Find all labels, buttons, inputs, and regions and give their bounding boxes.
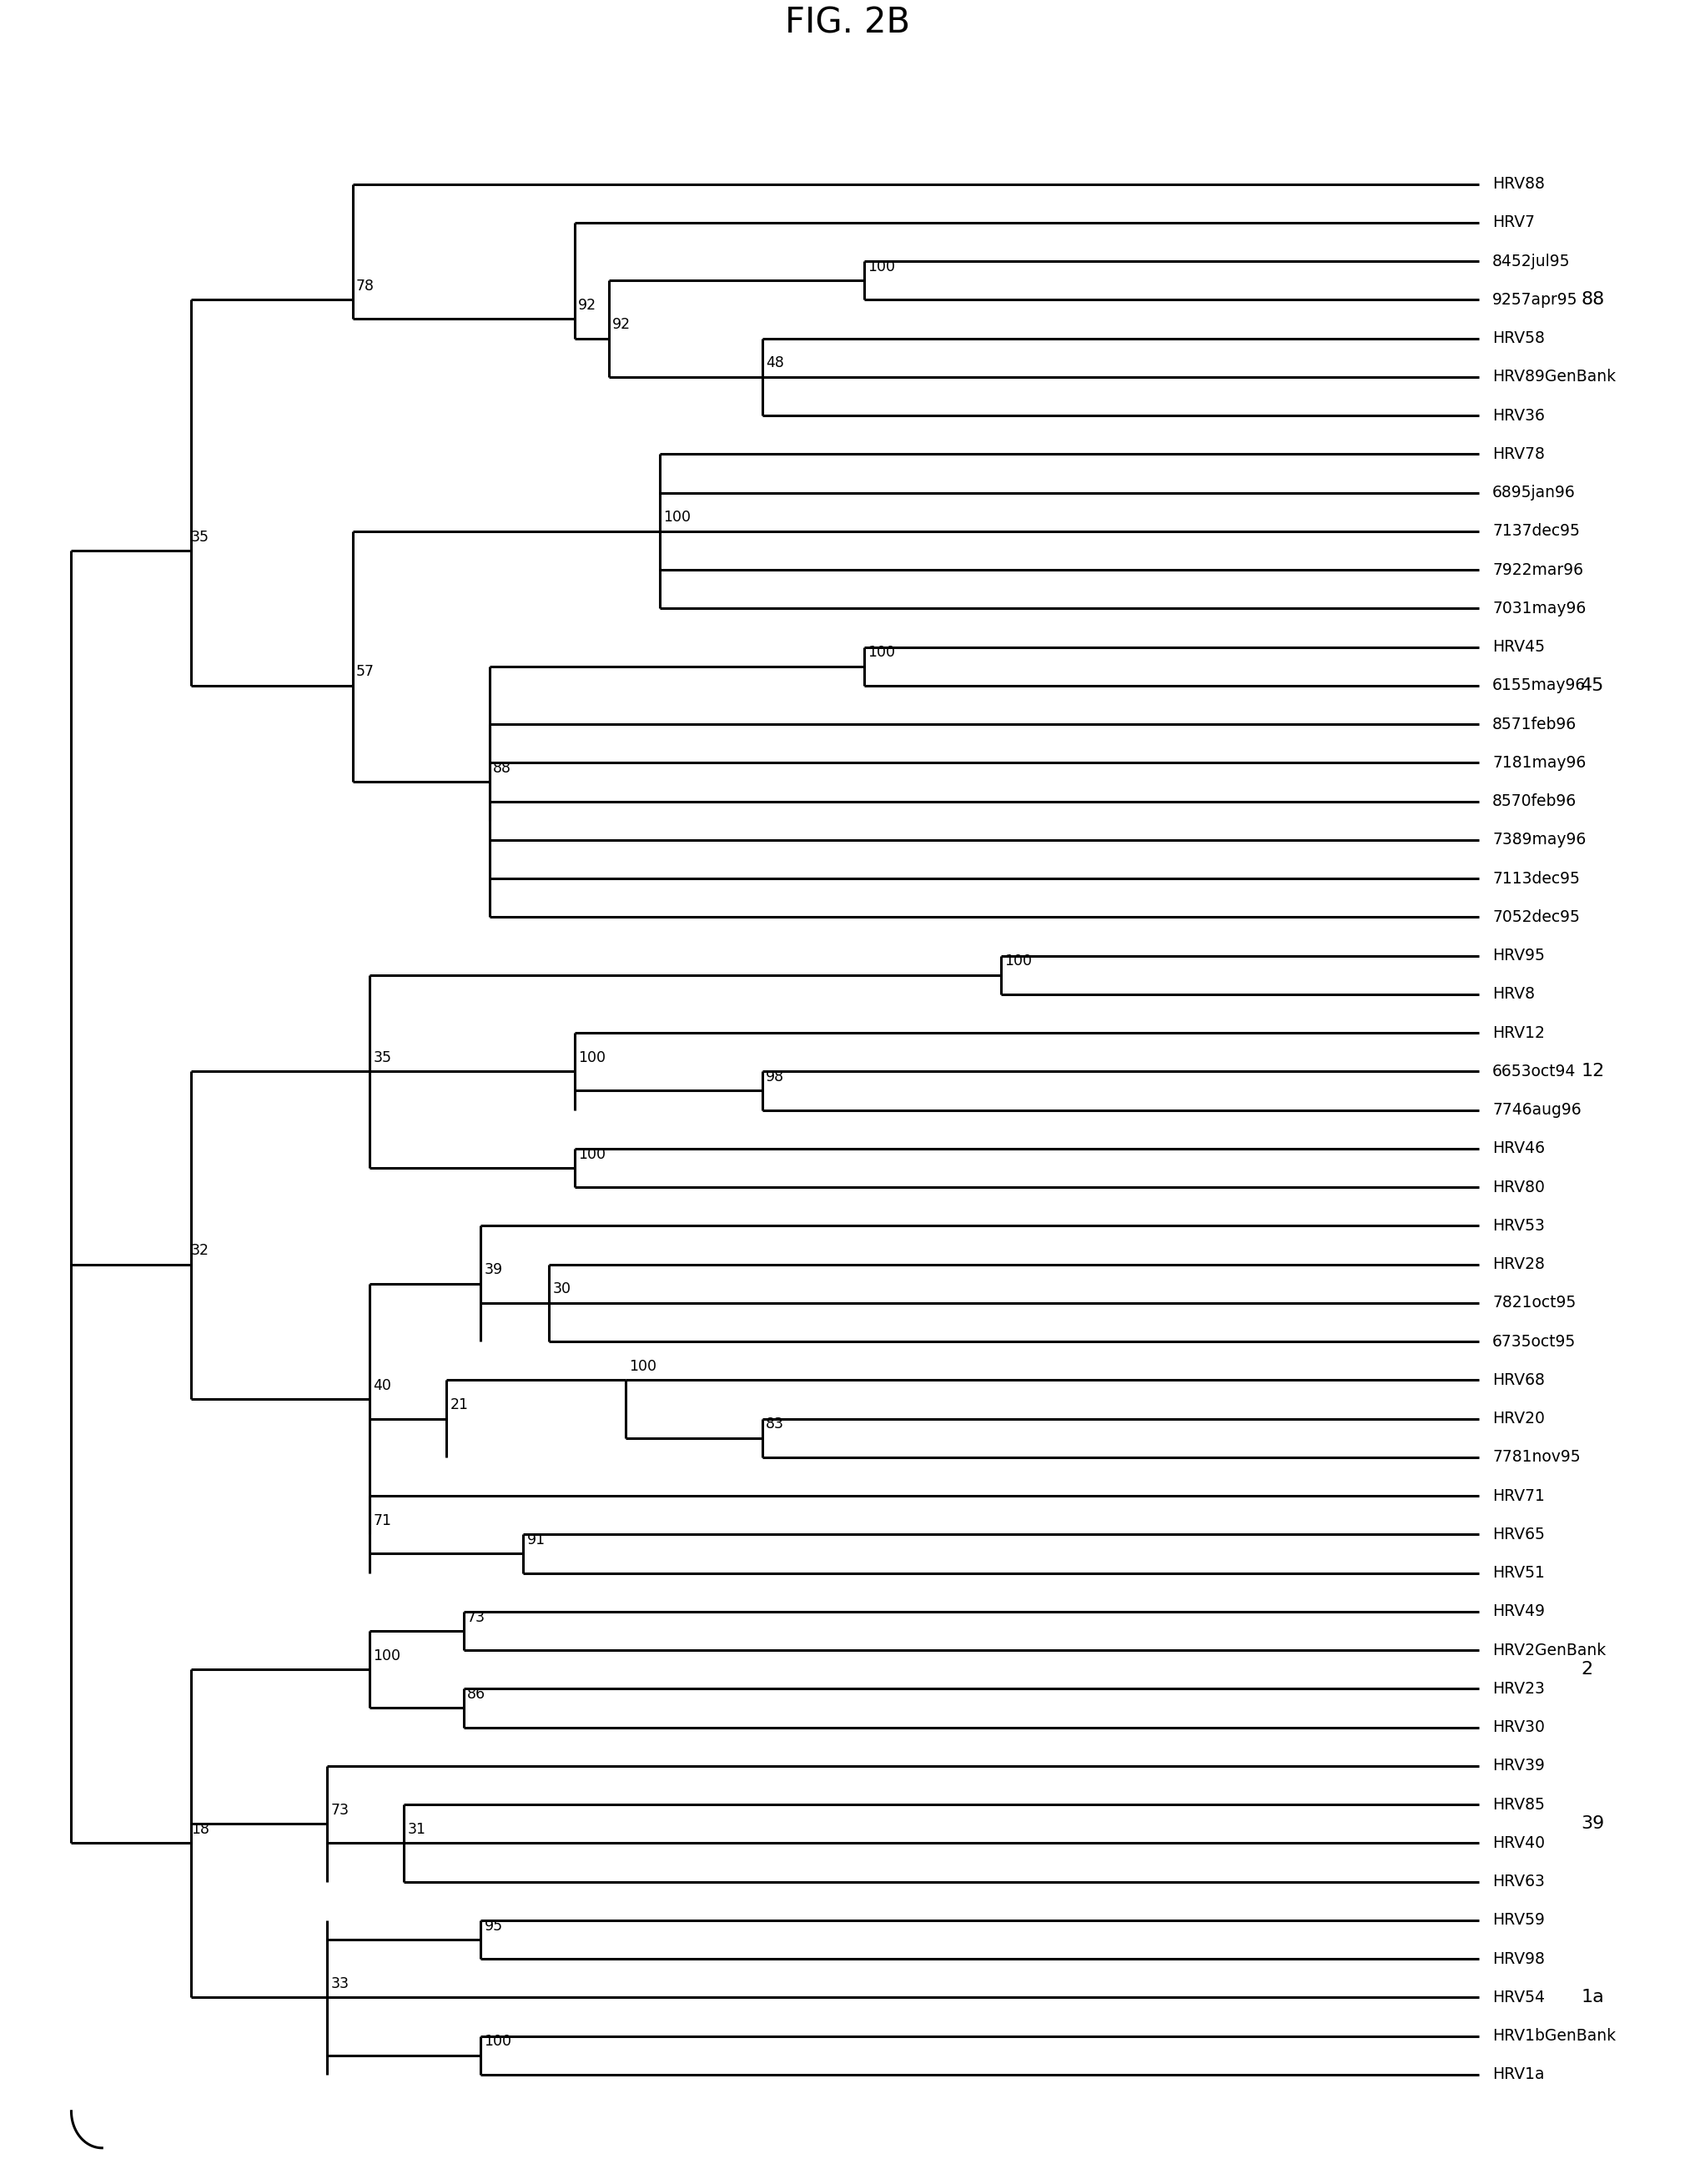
Text: 100: 100	[485, 2033, 512, 2049]
Text: 91: 91	[527, 1533, 546, 1548]
Text: 100: 100	[663, 511, 692, 524]
Text: HRV1bGenBank: HRV1bGenBank	[1492, 2029, 1615, 2044]
Text: 7781nov95: 7781nov95	[1492, 1450, 1580, 1465]
Text: 21: 21	[449, 1398, 468, 1413]
Text: HRV78: HRV78	[1492, 446, 1544, 463]
Text: HRV80: HRV80	[1492, 1179, 1544, 1195]
Text: 7052dec95: 7052dec95	[1492, 909, 1580, 926]
Text: HRV30: HRV30	[1492, 1719, 1544, 1736]
Text: 32: 32	[192, 1243, 208, 1258]
Text: HRV51: HRV51	[1492, 1566, 1544, 1581]
Text: 39: 39	[1581, 1815, 1605, 1832]
Text: 40: 40	[373, 1378, 392, 1393]
Text: 6895jan96: 6895jan96	[1492, 485, 1576, 500]
Text: HRV2GenBank: HRV2GenBank	[1492, 1642, 1605, 1658]
Text: 1a: 1a	[1581, 1990, 1603, 2005]
Text: 6155may96: 6155may96	[1492, 677, 1587, 695]
Text: 6653oct94: 6653oct94	[1492, 1064, 1576, 1079]
Text: HRV85: HRV85	[1492, 1797, 1544, 1813]
Text: 57: 57	[356, 664, 375, 679]
Text: 100: 100	[578, 1051, 605, 1066]
Text: 100: 100	[868, 644, 895, 660]
Text: HRV12: HRV12	[1492, 1024, 1544, 1042]
Text: 7181may96: 7181may96	[1492, 756, 1587, 771]
Text: 35: 35	[373, 1051, 392, 1066]
Text: 18: 18	[192, 1821, 208, 1837]
Text: 71: 71	[373, 1514, 392, 1529]
Text: 73: 73	[331, 1802, 349, 1817]
Text: 83: 83	[766, 1417, 785, 1433]
Text: 73: 73	[468, 1610, 485, 1625]
Text: HRV58: HRV58	[1492, 330, 1544, 347]
Text: HRV1a: HRV1a	[1492, 2066, 1544, 2084]
Text: 48: 48	[766, 356, 783, 371]
Text: HRV59: HRV59	[1492, 1913, 1544, 1928]
Text: HRV54: HRV54	[1492, 1990, 1544, 2005]
Text: HRV49: HRV49	[1492, 1603, 1544, 1621]
Text: 100: 100	[868, 260, 895, 275]
Text: 100: 100	[1005, 954, 1032, 970]
Text: HRV46: HRV46	[1492, 1140, 1544, 1158]
Text: 7031may96: 7031may96	[1492, 601, 1587, 616]
Text: HRV65: HRV65	[1492, 1527, 1544, 1542]
Text: HRV88: HRV88	[1492, 177, 1544, 192]
Text: 2: 2	[1581, 1662, 1593, 1677]
Text: 12: 12	[1581, 1064, 1605, 1079]
Text: HRV98: HRV98	[1492, 1950, 1544, 1968]
Text: HRV7: HRV7	[1492, 214, 1536, 232]
Text: 7389may96: 7389may96	[1492, 832, 1587, 847]
Text: 45: 45	[1581, 677, 1605, 695]
Text: 7746aug96: 7746aug96	[1492, 1103, 1581, 1118]
Text: 7821oct95: 7821oct95	[1492, 1295, 1576, 1310]
Text: 8570feb96: 8570feb96	[1492, 793, 1576, 810]
Text: 95: 95	[485, 1918, 503, 1933]
Text: HRV45: HRV45	[1492, 640, 1544, 655]
Text: 78: 78	[356, 280, 375, 293]
Text: 100: 100	[578, 1147, 605, 1162]
Text: 100: 100	[373, 1649, 400, 1664]
Text: 7137dec95: 7137dec95	[1492, 524, 1580, 539]
Text: 39: 39	[485, 1262, 503, 1278]
Text: 8452jul95: 8452jul95	[1492, 253, 1570, 269]
Text: HRV68: HRV68	[1492, 1372, 1544, 1389]
Text: 92: 92	[578, 297, 597, 312]
Text: HRV53: HRV53	[1492, 1219, 1544, 1234]
Text: HRV36: HRV36	[1492, 408, 1544, 424]
Text: 8571feb96: 8571feb96	[1492, 716, 1576, 732]
Text: 6735oct95: 6735oct95	[1492, 1334, 1576, 1350]
Text: HRV89GenBank: HRV89GenBank	[1492, 369, 1615, 384]
Text: 88: 88	[493, 760, 510, 775]
Text: 35: 35	[192, 529, 208, 544]
Text: 92: 92	[612, 317, 631, 332]
Text: 88: 88	[1581, 290, 1605, 308]
Text: 100: 100	[629, 1358, 656, 1374]
Text: 7922mar96: 7922mar96	[1492, 561, 1583, 579]
Text: 7113dec95: 7113dec95	[1492, 871, 1580, 887]
Text: 30: 30	[553, 1282, 571, 1297]
Text: 98: 98	[766, 1070, 785, 1085]
Text: 31: 31	[407, 1821, 425, 1837]
Text: HRV20: HRV20	[1492, 1411, 1544, 1426]
Text: 9257apr95: 9257apr95	[1492, 293, 1578, 308]
Text: FIG. 2B: FIG. 2B	[785, 4, 910, 39]
Text: 33: 33	[331, 1977, 349, 1992]
Text: HRV28: HRV28	[1492, 1256, 1544, 1273]
Text: HRV63: HRV63	[1492, 1874, 1544, 1889]
Text: 86: 86	[468, 1686, 485, 1701]
Text: HRV40: HRV40	[1492, 1835, 1544, 1852]
Text: HRV71: HRV71	[1492, 1487, 1544, 1505]
Text: HRV95: HRV95	[1492, 948, 1544, 963]
Text: HRV8: HRV8	[1492, 987, 1536, 1002]
Text: HRV23: HRV23	[1492, 1682, 1544, 1697]
Text: HRV39: HRV39	[1492, 1758, 1544, 1773]
